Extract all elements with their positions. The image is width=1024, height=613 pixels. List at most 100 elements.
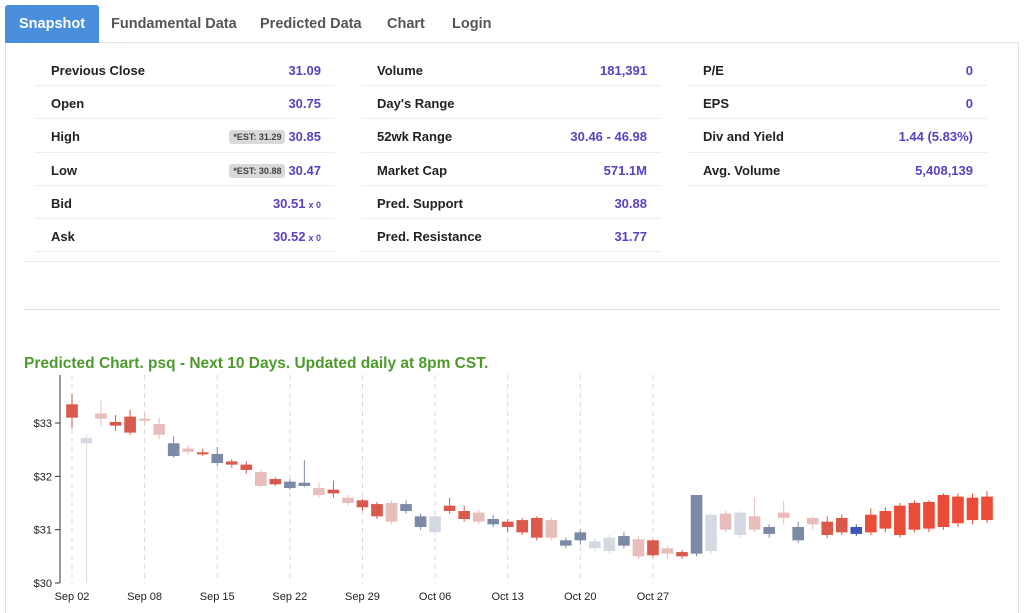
bid-row: Bid 30.51 x 0 [35,186,335,219]
candle [211,447,224,466]
52wk-range-value: 30.46 - 46.98 [570,129,647,145]
y-axis-ticks: $30 $31 $32 $33 [34,418,60,590]
x-grid-lines [71,375,654,583]
candle-body [516,520,529,533]
tab-predicted-data[interactable]: Predicted Data [260,16,362,32]
bid-label: Bid [51,195,72,211]
snapshot-divider [24,261,1000,262]
candle-body [966,497,979,521]
open-label: Open [51,96,85,112]
pe-label: P/E [703,63,724,78]
candle [908,500,921,533]
volume-label: Volume [377,63,423,78]
low-label: Low [51,162,77,178]
candle-body [501,521,514,527]
candle-body [777,512,790,518]
pe-value: 0 [965,63,973,78]
bid-value-group: 30.51 x 0 [273,196,321,211]
eps-row: EPS 0 [687,86,987,120]
low-row: Low *EST: 30.88 30.47 [35,153,335,186]
candle [95,400,107,426]
candle-body [400,504,412,511]
x-tick-label: Sep 22 [272,591,307,603]
x-tick-label: Sep 29 [345,591,380,603]
candle [690,495,703,557]
candle [676,549,688,559]
market-cap-label: Market Cap [377,162,448,178]
candle [356,498,369,511]
candle-body [792,527,804,541]
candle [777,500,790,525]
candle [400,500,412,514]
candle [109,415,122,431]
market-cap-row: Market Cap 571.1M [361,153,661,186]
candle-body [443,505,456,511]
candle [284,479,296,490]
candle [167,436,180,458]
low-estimate-badge: *EST: 30.88 [229,163,286,178]
candle-body [240,464,253,470]
snapshot-column-fundamentals: P/E 0 EPS 0 Div and Yield 1.44 (5.83%) A… [687,53,987,186]
candle-body [676,552,688,557]
high-value: 30.85 [288,129,321,145]
open-value: 30.75 [288,96,321,112]
candle [850,524,863,537]
section-divider [24,309,1000,310]
snapshot-panel [5,43,1019,613]
candle-body [124,416,136,433]
x-tick-label: Sep 02 [55,591,90,603]
tab-fundamental-data[interactable]: Fundamental Data [111,16,237,32]
x-tick-label: Sep 08 [127,591,162,603]
candle [806,516,819,530]
ask-size: x 0 [308,232,321,243]
open-row: Open 30.75 [35,86,335,120]
candle [835,514,848,535]
candle-body [225,461,238,465]
candle [342,495,354,506]
candle-body [487,519,499,525]
candle-body [806,517,819,525]
x-axis-labels: Sep 02 Sep 08 Sep 15 Sep 22 Sep 29 Oct 06 Oct … [55,591,670,603]
candle [414,513,427,530]
candle-body [298,482,311,486]
ask-value: 30.52 [272,228,306,244]
y-tick-label: $31 [34,525,52,537]
candle [894,503,906,538]
candle-body [981,496,993,521]
candle-body [458,511,470,519]
tab-snapshot[interactable]: Snapshot [5,5,100,43]
candle-body [879,511,892,529]
eps-label: EPS [703,96,730,112]
candle-body [196,452,209,455]
tab-login[interactable]: Login [452,16,492,32]
candle [501,519,514,533]
candle [705,513,717,554]
low-value-group: *EST: 30.88 30.47 [229,163,321,178]
pred-support-value: 30.88 [614,195,647,211]
previous-close-value: 31.09 [288,63,321,78]
candle [385,500,398,525]
candle [719,511,732,533]
candle [240,461,253,474]
candle-body [952,496,964,524]
bid-size: x 0 [308,199,321,210]
candle-body [414,516,427,527]
candle [748,497,761,533]
52wk-range-row: 52wk Range 30.46 - 46.98 [361,119,661,153]
candle [734,511,746,538]
candle [182,445,194,455]
candle [298,460,311,487]
tab-bar: Snapshot Fundamental Data Predicted Data… [5,5,1019,43]
pred-support-row: Pred. Support 30.88 [361,186,661,219]
candle-body [705,514,717,551]
candle [937,493,950,530]
candle-body [109,421,122,426]
candle [138,412,151,426]
x-tick-label: Oct 20 [564,591,596,603]
candle-body [255,472,267,486]
candle [327,480,340,498]
candle-body [560,540,572,546]
candle-body [385,503,398,522]
tab-chart[interactable]: Chart [387,16,425,32]
candle [560,537,572,549]
